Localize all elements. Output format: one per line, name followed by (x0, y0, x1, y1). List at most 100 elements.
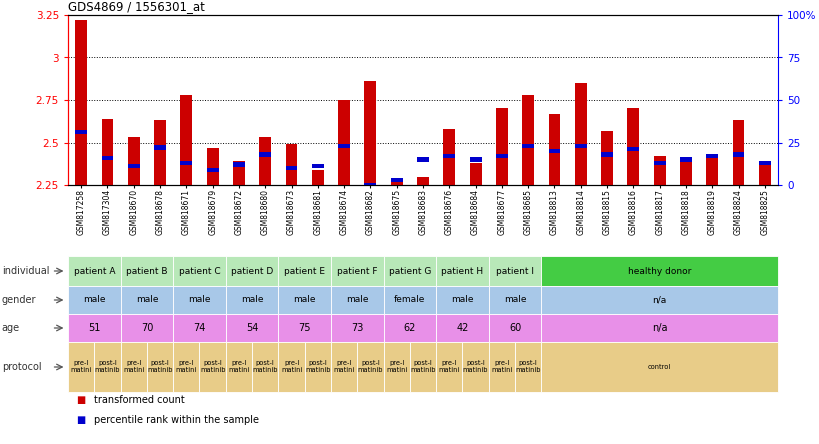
Text: pre-I
matini: pre-I matini (438, 361, 459, 373)
Bar (574, 144, 586, 148)
Bar (75, 20, 87, 185)
Text: post-I
matinib: post-I matinib (94, 361, 120, 373)
Text: male: male (83, 296, 106, 305)
Text: female: female (394, 296, 425, 305)
Bar (653, 156, 665, 185)
Bar (758, 161, 770, 165)
Bar (337, 144, 350, 148)
Bar (469, 163, 481, 185)
Text: patient F: patient F (337, 266, 377, 275)
Bar (285, 166, 297, 170)
Text: pre-I
matini: pre-I matini (175, 361, 197, 373)
Bar (627, 108, 639, 185)
Text: patient G: patient G (388, 266, 431, 275)
Text: patient E: patient E (284, 266, 325, 275)
Bar (259, 137, 271, 185)
Text: 60: 60 (509, 323, 521, 333)
Bar (391, 182, 402, 185)
Bar (469, 157, 481, 162)
Text: 51: 51 (88, 323, 101, 333)
Bar (311, 164, 324, 168)
Bar (417, 157, 428, 162)
Text: male: male (503, 296, 526, 305)
Text: 75: 75 (298, 323, 310, 333)
Text: male: male (450, 296, 473, 305)
Bar (233, 161, 245, 185)
Bar (337, 100, 350, 185)
Text: male: male (346, 296, 368, 305)
Text: pre-I
matini: pre-I matini (333, 361, 355, 373)
Text: 42: 42 (455, 323, 468, 333)
Bar (102, 119, 113, 185)
Text: pre-I
matini: pre-I matini (386, 361, 407, 373)
Bar (391, 178, 402, 182)
Text: ■: ■ (76, 395, 85, 405)
Bar (600, 152, 613, 157)
Text: 73: 73 (351, 323, 363, 333)
Text: patient A: patient A (74, 266, 115, 275)
Bar (443, 154, 455, 158)
Text: n/a: n/a (652, 296, 666, 305)
Bar (731, 120, 744, 185)
Text: patient B: patient B (126, 266, 167, 275)
Text: 62: 62 (403, 323, 415, 333)
Text: healthy donor: healthy donor (627, 266, 690, 275)
Bar (75, 130, 87, 135)
Bar (233, 163, 245, 167)
Text: post-I
matinib: post-I matinib (305, 361, 330, 373)
Bar (679, 158, 691, 185)
Bar (627, 147, 639, 151)
Text: percentile rank within the sample: percentile rank within the sample (94, 415, 259, 425)
Text: 70: 70 (141, 323, 153, 333)
Bar (548, 114, 559, 185)
Text: post-I
matinib: post-I matinib (410, 361, 435, 373)
Text: post-I
matinib: post-I matinib (462, 361, 488, 373)
Text: post-I
matinib: post-I matinib (515, 361, 541, 373)
Bar (758, 165, 770, 185)
Text: male: male (293, 296, 315, 305)
Text: male: male (188, 296, 210, 305)
Bar (731, 152, 744, 157)
Bar (285, 144, 297, 185)
Bar (522, 95, 533, 185)
Text: patient H: patient H (441, 266, 483, 275)
Text: pre-I
matini: pre-I matini (70, 361, 92, 373)
Text: pre-I
matini: pre-I matini (491, 361, 512, 373)
Text: transformed count: transformed count (94, 395, 185, 405)
Bar (653, 161, 665, 165)
Text: 74: 74 (193, 323, 206, 333)
Bar (311, 170, 324, 185)
Bar (705, 158, 717, 185)
Bar (495, 154, 507, 158)
Bar (128, 164, 139, 168)
Text: 54: 54 (246, 323, 258, 333)
Text: post-I
matinib: post-I matinib (200, 361, 225, 373)
Text: post-I
matinib: post-I matinib (357, 361, 382, 373)
Bar (259, 152, 271, 157)
Text: GDS4869 / 1556301_at: GDS4869 / 1556301_at (68, 0, 205, 13)
Bar (180, 95, 192, 185)
Bar (548, 149, 559, 153)
Bar (443, 129, 455, 185)
Text: male: male (241, 296, 263, 305)
Bar (364, 81, 376, 185)
Bar (522, 144, 533, 148)
Bar (128, 137, 139, 185)
Text: pre-I
matini: pre-I matini (281, 361, 301, 373)
Text: patient I: patient I (495, 266, 533, 275)
Text: control: control (647, 364, 671, 370)
Text: individual: individual (2, 266, 49, 276)
Text: patient C: patient C (179, 266, 220, 275)
Text: protocol: protocol (2, 362, 41, 372)
Text: post-I
matinib: post-I matinib (252, 361, 278, 373)
Text: male: male (135, 296, 158, 305)
Bar (180, 161, 192, 165)
Bar (600, 131, 613, 185)
Bar (364, 183, 376, 187)
Text: pre-I
matini: pre-I matini (228, 361, 249, 373)
Bar (705, 154, 717, 158)
Text: ■: ■ (76, 415, 85, 425)
Bar (154, 120, 165, 185)
Text: post-I
matinib: post-I matinib (147, 361, 173, 373)
Bar (154, 146, 165, 150)
